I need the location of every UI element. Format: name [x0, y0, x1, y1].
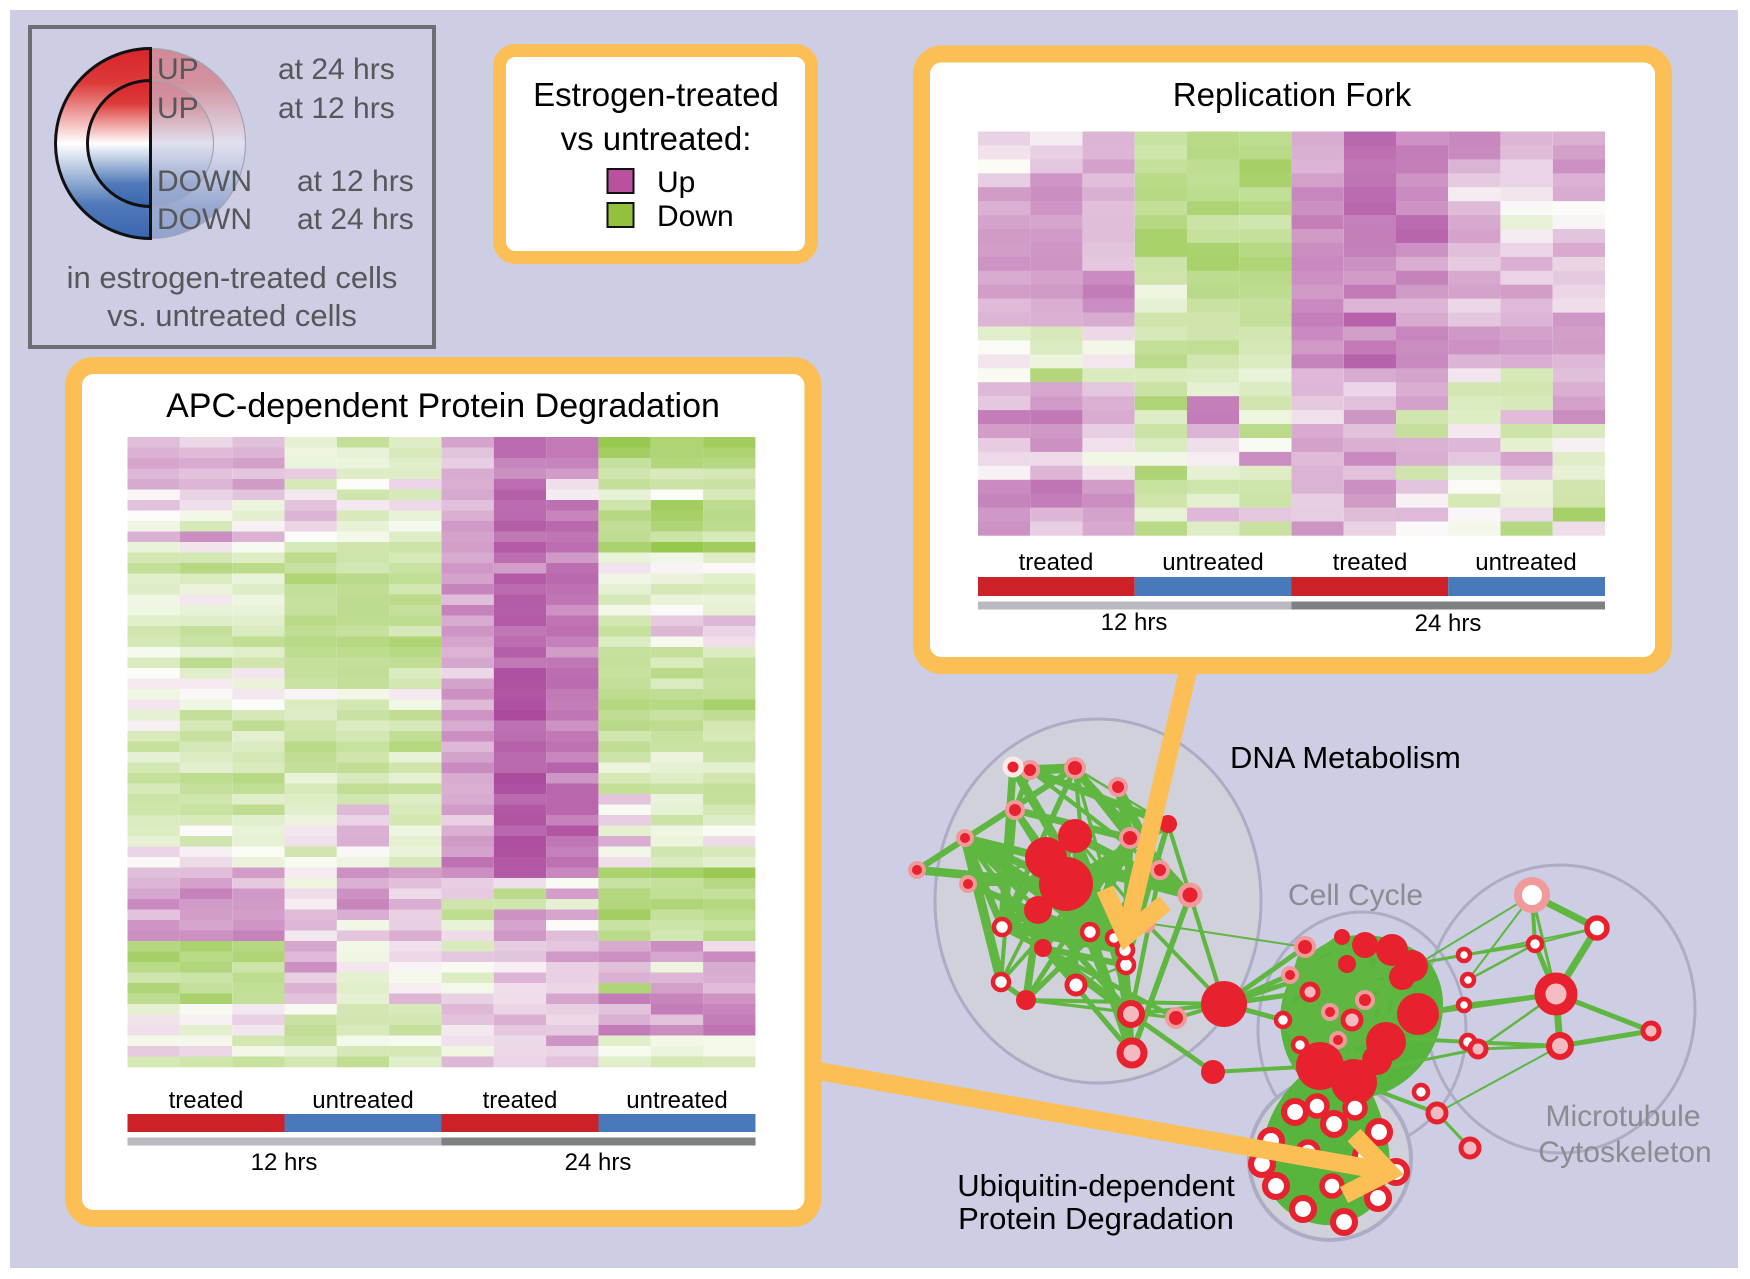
svg-text:at 12 hrs: at 12 hrs: [278, 92, 395, 125]
svg-text:Ubiquitin-dependent: Ubiquitin-dependent: [957, 1168, 1235, 1203]
svg-text:treated: treated: [1019, 549, 1094, 576]
svg-text:Up: Up: [657, 166, 695, 199]
svg-text:Cytoskeleton: Cytoskeleton: [1538, 1136, 1711, 1169]
svg-text:untreated: untreated: [1162, 549, 1263, 576]
svg-text:vs. untreated cells: vs. untreated cells: [107, 298, 357, 333]
svg-text:DOWN: DOWN: [157, 203, 252, 236]
svg-text:at 24 hrs: at 24 hrs: [278, 53, 395, 86]
svg-text:UP: UP: [157, 92, 199, 125]
svg-text:DOWN: DOWN: [157, 165, 252, 198]
svg-text:DNA Metabolism: DNA Metabolism: [1230, 740, 1461, 775]
svg-text:Estrogen-treated: Estrogen-treated: [533, 76, 779, 113]
svg-text:12 hrs: 12 hrs: [251, 1149, 318, 1176]
svg-text:APC-dependent Protein Degradat: APC-dependent Protein Degradation: [166, 387, 720, 425]
svg-text:in estrogen-treated cells: in estrogen-treated cells: [67, 260, 398, 295]
svg-text:at 12 hrs: at 12 hrs: [297, 165, 414, 198]
svg-text:at 24 hrs: at 24 hrs: [297, 203, 414, 236]
svg-text:24 hrs: 24 hrs: [1415, 610, 1482, 637]
svg-text:Replication Fork: Replication Fork: [1173, 76, 1412, 113]
svg-text:vs untreated:: vs untreated:: [561, 120, 752, 157]
svg-text:UP: UP: [157, 53, 199, 86]
svg-text:12 hrs: 12 hrs: [1101, 609, 1168, 636]
svg-text:Microtubule: Microtubule: [1545, 1100, 1700, 1133]
svg-text:untreated: untreated: [312, 1087, 413, 1114]
svg-text:untreated: untreated: [626, 1087, 727, 1114]
svg-text:untreated: untreated: [1475, 549, 1576, 576]
svg-text:24 hrs: 24 hrs: [565, 1149, 632, 1176]
svg-text:Down: Down: [657, 200, 734, 233]
svg-text:treated: treated: [169, 1087, 244, 1114]
svg-text:treated: treated: [1333, 549, 1408, 576]
svg-text:treated: treated: [483, 1087, 558, 1114]
svg-text:Protein Degradation: Protein Degradation: [958, 1201, 1234, 1236]
svg-text:Cell Cycle: Cell Cycle: [1288, 879, 1423, 912]
